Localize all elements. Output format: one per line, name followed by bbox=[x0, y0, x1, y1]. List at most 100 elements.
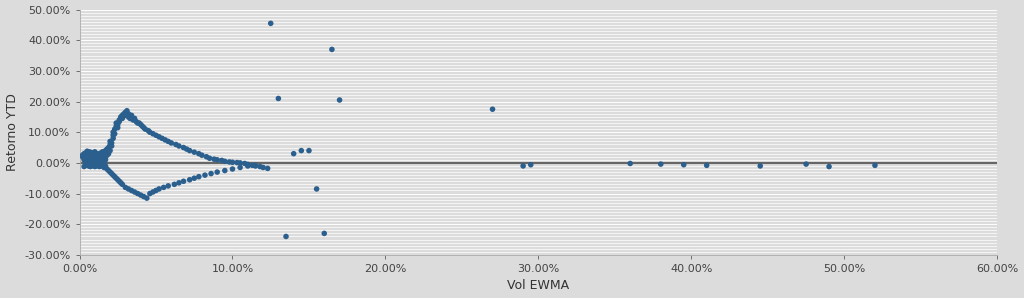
Point bbox=[186, 150, 203, 155]
Point bbox=[100, 151, 117, 156]
Point bbox=[87, 151, 103, 156]
Point bbox=[87, 156, 103, 160]
Point bbox=[698, 163, 715, 168]
Point bbox=[129, 121, 145, 125]
Point bbox=[214, 158, 230, 163]
Point bbox=[484, 107, 501, 111]
Point bbox=[278, 234, 294, 239]
Point bbox=[147, 188, 164, 193]
X-axis label: Vol EWMA: Vol EWMA bbox=[507, 280, 569, 292]
Point bbox=[81, 150, 97, 154]
Point bbox=[99, 167, 116, 171]
Point bbox=[134, 124, 151, 128]
Y-axis label: Retorno YTD: Retorno YTD bbox=[5, 93, 18, 171]
Point bbox=[91, 154, 108, 159]
Point bbox=[135, 125, 152, 130]
Point bbox=[160, 184, 176, 188]
Point bbox=[78, 162, 94, 167]
Point bbox=[81, 153, 97, 158]
Point bbox=[81, 164, 97, 168]
Point bbox=[105, 173, 122, 178]
Point bbox=[81, 159, 97, 164]
Point bbox=[199, 154, 215, 159]
Point bbox=[84, 150, 100, 155]
Point bbox=[93, 153, 110, 158]
Point bbox=[88, 157, 104, 162]
Point bbox=[286, 151, 302, 156]
Point bbox=[85, 157, 101, 162]
Point bbox=[622, 161, 638, 166]
Point bbox=[82, 150, 98, 155]
Point bbox=[206, 157, 222, 162]
Point bbox=[82, 152, 98, 157]
Point bbox=[301, 148, 317, 153]
Point bbox=[217, 168, 233, 173]
Point bbox=[171, 144, 187, 148]
Point bbox=[126, 190, 142, 194]
Point bbox=[676, 162, 692, 167]
Point bbox=[866, 163, 883, 168]
Point bbox=[84, 152, 100, 156]
Point bbox=[194, 153, 210, 158]
Point bbox=[87, 159, 103, 164]
Point bbox=[140, 128, 157, 133]
Point bbox=[217, 159, 233, 164]
Point bbox=[181, 148, 198, 153]
Point bbox=[90, 153, 106, 158]
Point bbox=[190, 151, 207, 156]
Point bbox=[88, 154, 104, 159]
Point bbox=[102, 170, 119, 174]
Point bbox=[229, 160, 246, 165]
Point bbox=[144, 131, 161, 136]
Point bbox=[78, 152, 94, 157]
Point bbox=[84, 156, 100, 161]
Point bbox=[111, 119, 127, 124]
Point bbox=[132, 193, 148, 198]
Point bbox=[85, 153, 101, 157]
Point bbox=[240, 164, 256, 168]
Point bbox=[96, 153, 113, 158]
Point bbox=[122, 116, 138, 121]
Point bbox=[82, 155, 98, 159]
Point bbox=[91, 153, 108, 157]
Point bbox=[88, 164, 104, 168]
Point bbox=[114, 182, 130, 187]
Point bbox=[78, 154, 94, 159]
Point bbox=[141, 130, 158, 135]
Point bbox=[82, 159, 98, 164]
Point bbox=[78, 159, 94, 164]
Point bbox=[120, 187, 136, 191]
Point bbox=[106, 127, 123, 131]
Point bbox=[87, 150, 103, 154]
Point bbox=[103, 144, 120, 148]
Point bbox=[82, 162, 98, 167]
Point bbox=[93, 164, 110, 168]
Point bbox=[138, 196, 155, 201]
Point bbox=[88, 159, 104, 163]
Point bbox=[76, 155, 92, 160]
Point bbox=[141, 191, 158, 196]
Point bbox=[203, 171, 219, 176]
Point bbox=[135, 194, 152, 199]
Point bbox=[85, 163, 101, 168]
Point bbox=[262, 21, 279, 26]
Point bbox=[78, 156, 94, 160]
Point bbox=[224, 160, 241, 164]
Point bbox=[160, 139, 176, 144]
Point bbox=[103, 141, 120, 145]
Point bbox=[232, 161, 249, 165]
Point bbox=[84, 154, 100, 159]
Point bbox=[94, 159, 111, 164]
Point bbox=[123, 113, 139, 118]
Point bbox=[168, 142, 184, 147]
Point bbox=[91, 156, 108, 161]
Point bbox=[175, 145, 191, 150]
Point bbox=[79, 153, 95, 157]
Point bbox=[85, 151, 101, 156]
Point bbox=[166, 182, 182, 187]
Point bbox=[76, 151, 92, 156]
Point bbox=[221, 159, 238, 164]
Point bbox=[87, 154, 103, 159]
Point bbox=[109, 176, 125, 181]
Point bbox=[88, 156, 104, 161]
